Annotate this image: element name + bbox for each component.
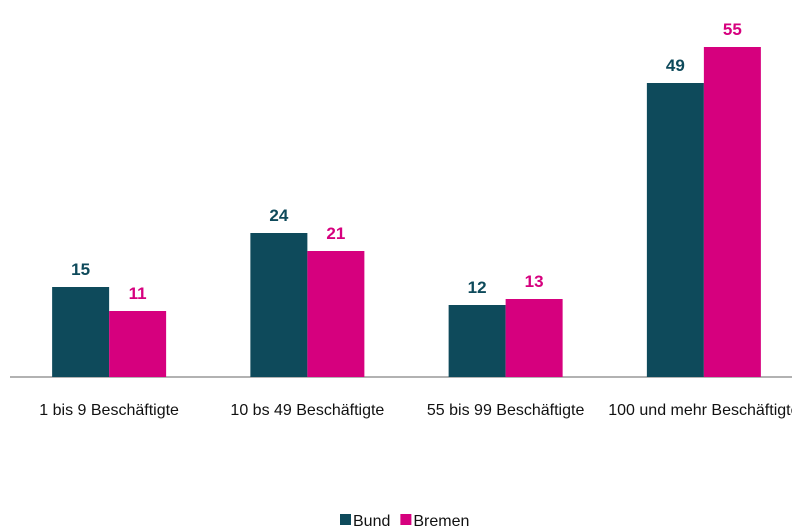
bar	[703, 47, 761, 377]
value-label: 55	[723, 20, 742, 39]
bar	[52, 287, 110, 377]
value-label: 11	[129, 284, 147, 303]
x-tick-label: 100 und mehr Beschäftigte	[608, 402, 792, 419]
bar	[307, 251, 365, 377]
value-label: 15	[71, 260, 90, 279]
legend-swatch	[340, 514, 351, 525]
x-tick-label: 55 bis 99 Beschäftigte	[427, 402, 585, 419]
bar	[505, 299, 563, 377]
x-tick-label: 10 bs 49 Beschäftigte	[230, 402, 384, 419]
value-label: 13	[525, 272, 544, 291]
legend-label: Bremen	[413, 513, 469, 530]
bar	[250, 233, 308, 377]
value-label: 12	[468, 278, 487, 297]
bar	[109, 311, 167, 377]
bar	[646, 83, 704, 377]
value-label: 49	[666, 56, 685, 75]
value-label: 24	[269, 206, 288, 225]
bar	[448, 305, 506, 377]
legend-swatch	[400, 514, 412, 525]
x-tick-label: 1 bis 9 Beschäftigte	[39, 402, 179, 419]
value-label: 21	[326, 224, 345, 243]
legend-label: Bund	[353, 513, 390, 530]
